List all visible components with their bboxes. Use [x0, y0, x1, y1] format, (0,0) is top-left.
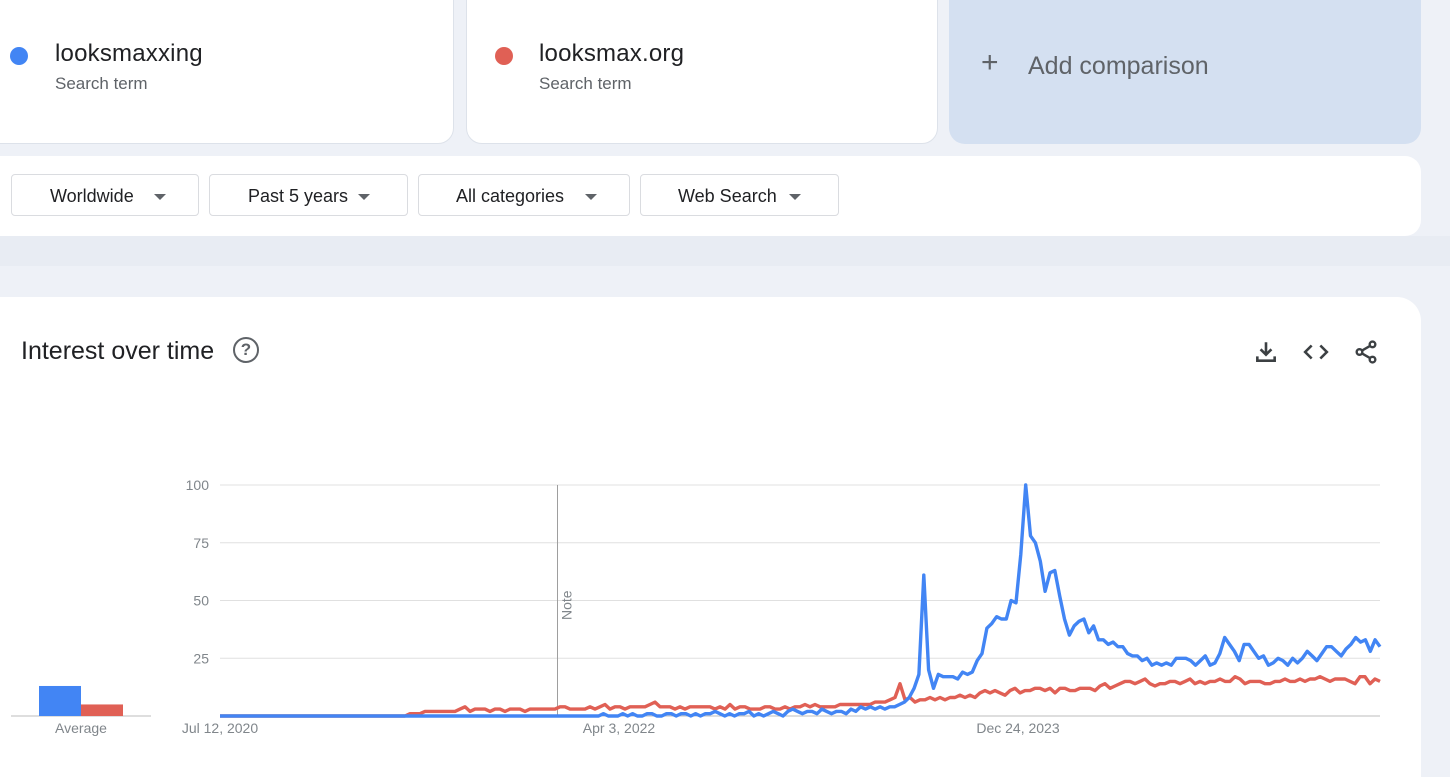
search-term-type: Search term: [55, 74, 148, 93]
category-label: All categories: [456, 186, 565, 206]
embed-icon[interactable]: [1303, 339, 1329, 365]
add-comparison-label: Add comparison: [1028, 52, 1209, 80]
time-range-label: Past 5 years: [248, 186, 349, 206]
y-tick-label: 75: [193, 535, 209, 551]
search-term-card-looksmaxxing[interactable]: looksmaxxing Search term: [0, 0, 454, 144]
series-color-dot: [495, 47, 513, 65]
x-tick-label: Dec 24, 2023: [976, 720, 1059, 736]
note-label: Note: [559, 590, 575, 620]
help-icon[interactable]: ?: [233, 337, 259, 363]
series-line-looksmaxxing: [220, 483, 1382, 718]
y-tick-label: 25: [193, 650, 209, 666]
y-tick-label: 100: [186, 477, 210, 493]
average-bar-looksmaxxing: [39, 685, 81, 716]
geo-filter-label: Worldwide: [50, 186, 134, 206]
average-label: Average: [55, 720, 107, 736]
search-term-card-looksmax-org[interactable]: looksmax.org Search term: [466, 0, 938, 144]
series-color-dot: [10, 47, 28, 65]
add-comparison-button[interactable]: + Add comparison: [949, 0, 1421, 144]
average-bar-looksmax-org: [81, 704, 123, 716]
share-icon[interactable]: [1353, 339, 1379, 365]
dropdown-arrow-icon: [789, 194, 801, 200]
dropdown-arrow-icon: [154, 194, 166, 200]
search-term-name[interactable]: looksmax.org: [539, 40, 685, 67]
download-icon[interactable]: [1253, 339, 1279, 365]
search-property-label: Web Search: [678, 186, 777, 206]
series-line-looksmax-org: [220, 675, 1381, 718]
section-divider: [0, 236, 1450, 266]
search-term-name[interactable]: looksmaxxing: [55, 40, 203, 67]
time-range-dropdown[interactable]: Past 5 years: [209, 174, 408, 216]
search-property-dropdown[interactable]: Web Search: [640, 174, 839, 216]
interest-over-time-card: Interest over time ?: [0, 297, 1421, 777]
x-tick-label: Jul 12, 2020: [182, 720, 258, 736]
plus-icon: +: [981, 46, 999, 79]
x-tick-label: Apr 3, 2022: [583, 720, 656, 736]
chart-title: Interest over time: [21, 337, 215, 365]
dropdown-arrow-icon: [585, 194, 597, 200]
filter-bar: Worldwide Past 5 years All categories We…: [0, 156, 1421, 236]
geo-filter-dropdown[interactable]: Worldwide: [11, 174, 199, 216]
search-term-type: Search term: [539, 74, 632, 93]
category-dropdown[interactable]: All categories: [418, 174, 630, 216]
dropdown-arrow-icon: [358, 194, 370, 200]
y-tick-label: 50: [193, 593, 209, 609]
interest-over-time-chart: 100 75 50 25 Note Jul 12, 2020 Apr 3, 2022 Dec …: [11, 477, 1382, 736]
